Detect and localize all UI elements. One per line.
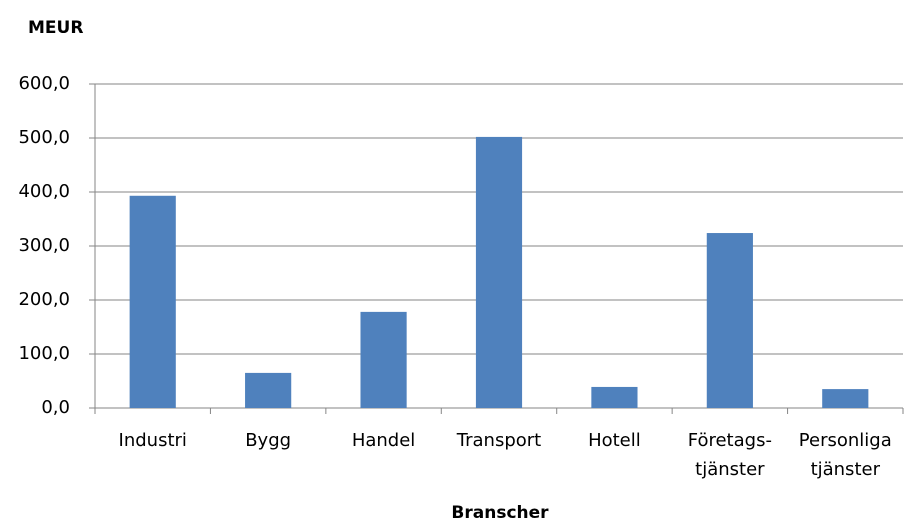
- y-tick-label: 200,0: [18, 289, 70, 310]
- bar: [475, 136, 523, 409]
- bar: [591, 386, 638, 408]
- x-axis-title: Branscher: [451, 503, 549, 523]
- y-tick-label: 300,0: [18, 235, 70, 256]
- y-tick-label: 0,0: [41, 397, 70, 418]
- x-tick-label: Hotell: [588, 430, 641, 451]
- x-tick-label: Personliga tjänster: [799, 430, 892, 480]
- y-tick-label: 500,0: [18, 127, 70, 148]
- bar: [129, 195, 176, 408]
- x-tick-label: Handel: [352, 430, 415, 451]
- y-tick-label: 400,0: [18, 181, 70, 202]
- bar: [360, 311, 407, 408]
- bar: [706, 233, 753, 408]
- y-tick-label: 600,0: [18, 73, 70, 94]
- y-axis-title: MEUR: [28, 18, 83, 38]
- x-tick-label: Bygg: [245, 430, 291, 451]
- bar: [245, 372, 292, 408]
- x-tick-label: Industri: [119, 430, 187, 451]
- x-tick-label: Transport: [456, 430, 541, 451]
- bar: [822, 389, 869, 408]
- y-tick-label: 100,0: [18, 343, 70, 364]
- x-tick-label: Företags-tjänster: [688, 430, 772, 480]
